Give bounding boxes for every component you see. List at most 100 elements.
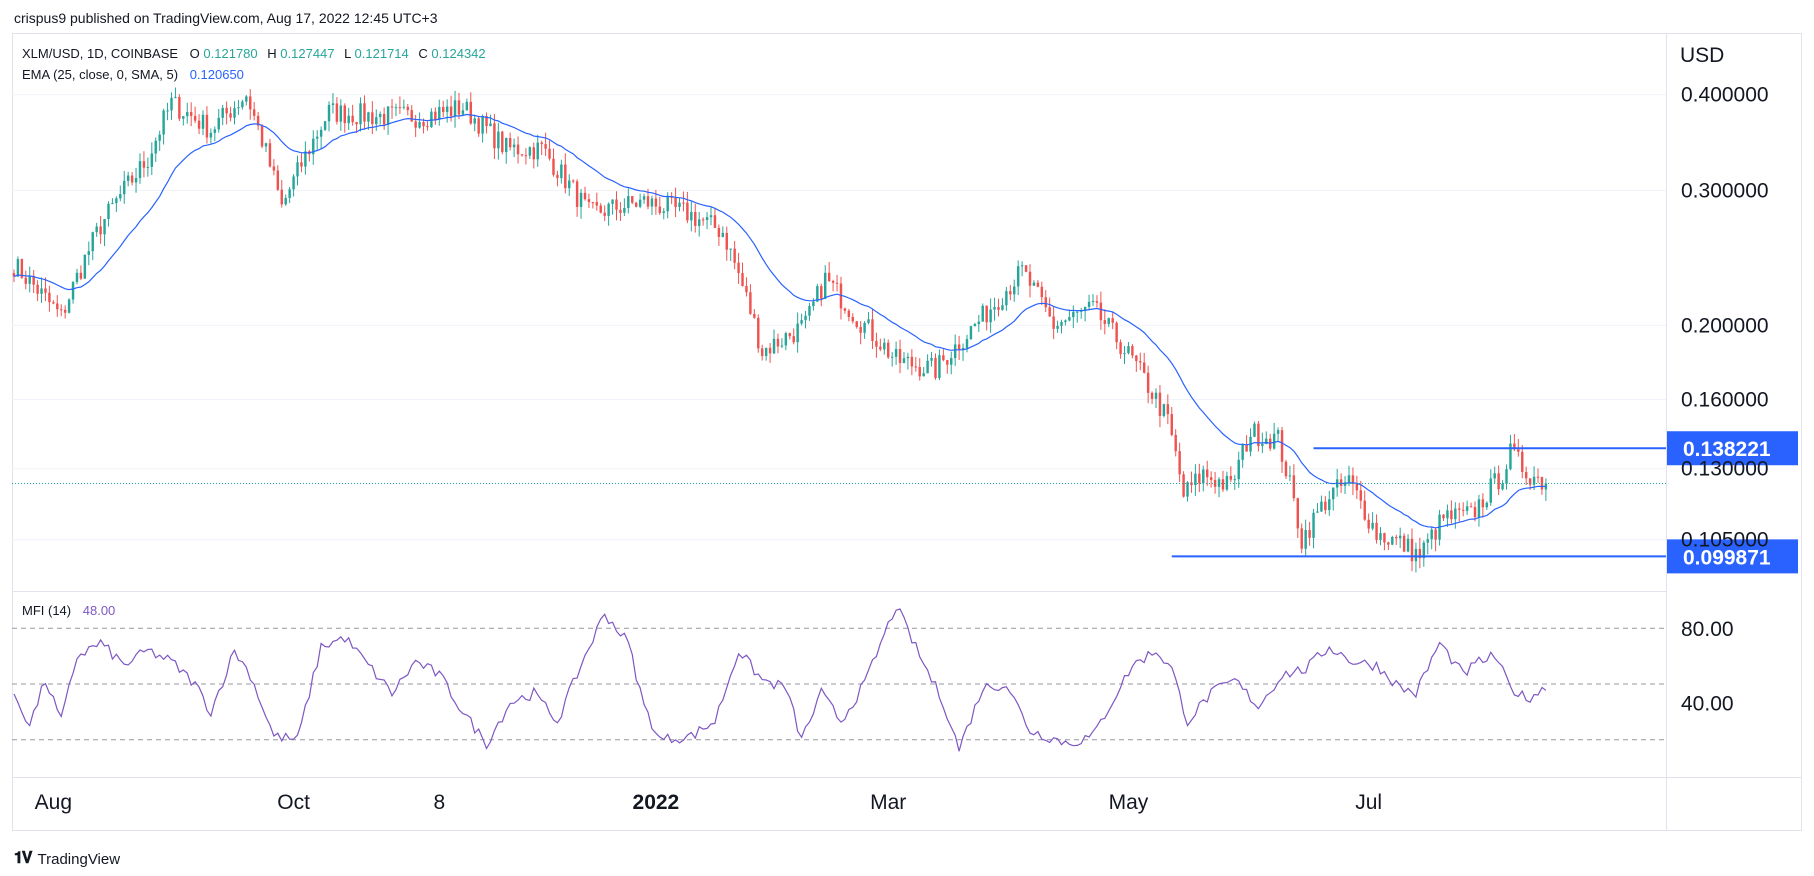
candle-body (579, 192, 583, 207)
candle (753, 309, 756, 319)
candle (186, 102, 189, 124)
legend-row-mfi: MFI (14) 48.00 (22, 603, 115, 618)
candle-body (1091, 301, 1095, 303)
candle (512, 138, 516, 158)
candle-body (394, 107, 398, 109)
candle (327, 101, 331, 132)
candle-body (347, 115, 350, 124)
candle (418, 112, 421, 129)
candle (308, 149, 311, 162)
price-tick-label: 0.105000 (1681, 529, 1769, 552)
price-axis-unit: USD (1680, 44, 1724, 67)
candle (560, 159, 563, 184)
candle-body (1139, 361, 1142, 363)
candle (1489, 469, 1492, 506)
legend-low-label: L (344, 46, 351, 61)
candle-body (1284, 461, 1288, 477)
candle (591, 201, 595, 209)
legend-row-symbol: XLM/USD, 1D, COINBASE O 0.121780 H 0.127… (22, 46, 486, 61)
candle-body (1458, 508, 1461, 510)
candle-body (292, 176, 295, 190)
candle-body (501, 131, 504, 153)
candle-body (942, 355, 945, 361)
candle-body (1068, 317, 1071, 321)
candle-body (414, 121, 417, 128)
candle-body (52, 302, 55, 304)
candle-body (1087, 301, 1091, 307)
candle (1245, 435, 1248, 452)
candle (225, 101, 228, 125)
candle (371, 101, 374, 135)
candle (820, 283, 823, 307)
ema-line (13, 113, 1546, 529)
candle (1300, 523, 1303, 554)
candle (1213, 471, 1217, 494)
candle (1241, 443, 1244, 468)
candle (1127, 341, 1130, 355)
candle-body (898, 349, 902, 364)
candle (442, 100, 445, 118)
candle (138, 153, 142, 184)
candle-body (969, 326, 973, 340)
candle (1052, 306, 1055, 340)
candle-body (1202, 469, 1205, 484)
candle-body (855, 321, 858, 327)
candle (788, 332, 791, 340)
candle (406, 103, 409, 116)
candle (16, 256, 20, 278)
candle (166, 102, 169, 121)
candle-body (339, 105, 343, 122)
candlestick-series[interactable] (12, 87, 1548, 573)
candle-body (768, 347, 772, 354)
candle (1154, 388, 1158, 408)
candle-body (442, 107, 445, 112)
candle (595, 192, 599, 211)
candle (95, 222, 98, 237)
candle (445, 99, 449, 123)
candle-body (1509, 443, 1512, 470)
candle (1544, 478, 1548, 501)
candle-body (564, 164, 567, 189)
candle-body (1229, 475, 1233, 480)
candle-body (839, 283, 843, 309)
candle-body (926, 360, 929, 374)
candle (130, 172, 134, 186)
candle (52, 300, 55, 305)
candle (217, 108, 220, 133)
candle-body (721, 232, 725, 237)
candle (1387, 541, 1390, 551)
candle (111, 198, 114, 205)
candle-body (386, 106, 390, 125)
support-resistance-levels[interactable]: 0.138221 0.099871 (1171, 431, 1798, 574)
candle-body (595, 202, 599, 206)
candle-body (1135, 355, 1138, 362)
candle (1139, 352, 1142, 371)
candle (249, 89, 252, 120)
candle (556, 170, 559, 187)
candle-body (1154, 392, 1158, 399)
candle (178, 94, 181, 121)
candle (823, 265, 827, 300)
candle-body (1379, 533, 1382, 540)
candle-body (985, 305, 988, 323)
candle-body (1426, 539, 1429, 543)
candle-body (780, 345, 784, 347)
footer-branding[interactable]: 𝟏𝐕 TradingView (14, 850, 120, 868)
candle (851, 313, 855, 324)
candle-body (473, 118, 476, 124)
candle-body (260, 125, 264, 147)
candle (741, 262, 744, 287)
candle (453, 90, 457, 128)
candle (477, 115, 480, 137)
candle-body (764, 347, 768, 356)
candle (174, 87, 177, 99)
candle-body (1024, 265, 1028, 272)
candle (1217, 477, 1221, 498)
candle (808, 302, 811, 321)
candle (875, 332, 878, 358)
candle-body (1465, 506, 1469, 511)
candle-body (123, 180, 126, 195)
candle (1162, 403, 1166, 418)
candle-body (619, 209, 622, 213)
